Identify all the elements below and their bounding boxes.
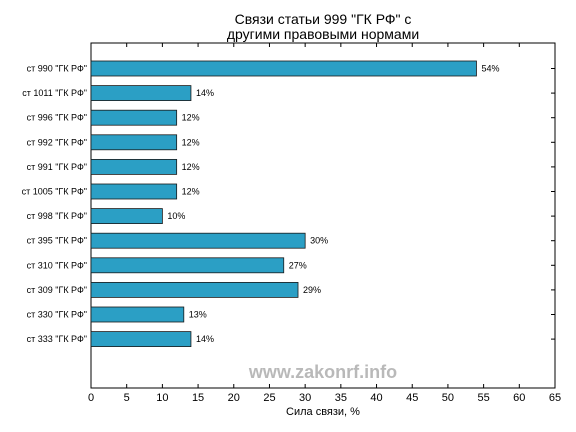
bars [90, 60, 477, 348]
x-tick-label: 15 [192, 392, 204, 404]
x-tick-label: 65 [549, 392, 561, 404]
category-label: ст 1011 "ГК РФ" [22, 88, 87, 98]
x-tick-label: 10 [156, 392, 168, 404]
value-label: 13% [189, 310, 207, 320]
value-labels: 54% 14% 12% 12% 12% 12% 10% 30% 27% 29% 13% 14% [167, 64, 499, 345]
category-label: ст 1005 "ГК РФ" [22, 187, 87, 197]
value-label: 30% [310, 236, 328, 246]
bar [90, 85, 192, 101]
bar [90, 331, 192, 348]
value-label: 14% [196, 334, 214, 344]
x-tick-label: 40 [370, 392, 382, 404]
value-label: 10% [167, 211, 185, 221]
category-label: ст 991 "ГК РФ" [27, 162, 87, 172]
bar [90, 158, 178, 175]
chart-title-line-2: другими правовыми нормами [227, 26, 419, 42]
x-tick-label: 5 [124, 392, 130, 404]
x-tick-label: 30 [299, 392, 311, 404]
value-label: 12% [182, 113, 200, 123]
bar [90, 306, 185, 323]
x-axis: 0 5 10 15 20 25 30 35 40 45 50 55 60 65 [88, 43, 561, 404]
category-label: ст 309 "ГК РФ" [27, 285, 87, 295]
x-tick-label: 50 [442, 392, 454, 404]
value-label: 12% [182, 162, 200, 172]
value-label: 27% [289, 260, 307, 270]
value-label: 14% [196, 88, 214, 98]
category-label: ст 992 "ГК РФ" [27, 137, 87, 147]
x-tick-label: 45 [406, 392, 418, 404]
bar [90, 281, 299, 298]
x-tick-label: 20 [228, 392, 240, 404]
x-axis-label: Сила связи, % [286, 406, 360, 418]
bar [90, 257, 285, 274]
value-label: 12% [182, 187, 200, 197]
watermark-text: www.zakonrf.info [248, 362, 397, 382]
x-tick-label: 0 [88, 392, 94, 404]
value-label: 12% [182, 137, 200, 147]
bar [90, 134, 178, 151]
x-tick-label: 60 [513, 392, 525, 404]
value-label: 54% [481, 64, 499, 74]
category-label: ст 395 "ГК РФ" [27, 236, 87, 246]
chart-title-line-1: Связи статьи 999 "ГК РФ" с [235, 11, 412, 27]
x-tick-label: 35 [335, 392, 347, 404]
bar [90, 232, 306, 249]
bar [90, 208, 163, 225]
category-label: ст 996 "ГК РФ" [27, 113, 87, 123]
bar [90, 60, 477, 77]
category-label: ст 330 "ГК РФ" [27, 310, 87, 320]
value-label: 29% [303, 285, 321, 295]
category-label: ст 310 "ГК РФ" [27, 260, 87, 270]
chart-title: Связи статьи 999 "ГК РФ" с другими право… [227, 11, 419, 42]
category-label: ст 990 "ГК РФ" [27, 64, 87, 74]
bar [90, 183, 178, 200]
category-label: ст 333 "ГК РФ" [27, 334, 87, 344]
category-label: ст 998 "ГК РФ" [27, 211, 87, 221]
x-tick-label: 25 [263, 392, 275, 404]
y-axis: ст 990 "ГК РФ" ст 1011 "ГК РФ" ст 996 "ГК … [22, 64, 555, 344]
x-tick-label: 55 [477, 392, 489, 404]
bar [90, 109, 178, 126]
